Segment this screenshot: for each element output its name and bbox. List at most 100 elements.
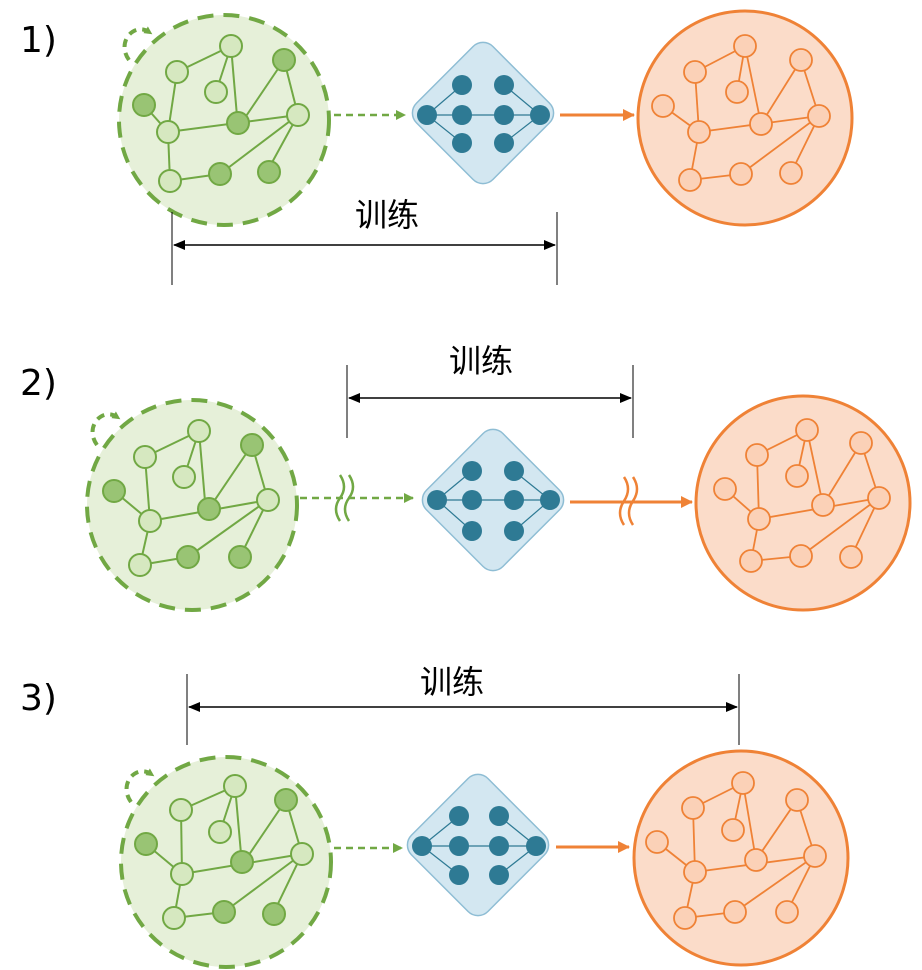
graph-node (133, 445, 157, 469)
graph-node (197, 497, 221, 521)
graph-node (290, 842, 314, 866)
model-node (462, 521, 482, 541)
model-node (462, 490, 482, 510)
graph-node (749, 112, 773, 136)
graph-node (723, 900, 747, 924)
source-graph (85, 398, 299, 612)
break-mark (618, 476, 639, 526)
graph-node (138, 509, 162, 533)
model-node (504, 461, 524, 481)
model-node (540, 490, 560, 510)
graph-node (187, 419, 211, 443)
graph-node (208, 820, 232, 844)
graph-node (678, 168, 702, 192)
row-2: 2) (20, 342, 912, 612)
graph-node (226, 111, 250, 135)
model-node (526, 836, 546, 856)
training-label: 训练 (449, 342, 513, 380)
model-diamond (406, 773, 550, 917)
model-node (489, 806, 509, 826)
graph-node (795, 418, 819, 442)
self-loop-arrow (90, 411, 121, 447)
graph-node (274, 788, 298, 812)
source-graph (117, 13, 331, 227)
graph-node (156, 120, 180, 144)
graph-node (223, 774, 247, 798)
graph-node (102, 479, 126, 503)
row-label: 2) (20, 363, 57, 404)
target-graph (694, 394, 912, 612)
model-node (489, 836, 509, 856)
target-graph (636, 9, 854, 227)
graph-node (134, 832, 158, 856)
target-graph (632, 749, 850, 967)
model-node (417, 105, 437, 125)
graph-node (731, 771, 755, 795)
graph-node (683, 60, 707, 84)
model-node (494, 133, 514, 153)
graph-node (779, 161, 803, 185)
break-mark (334, 474, 355, 522)
self-loop-arrow (122, 26, 153, 62)
graph-node (170, 862, 194, 886)
graph-node (867, 486, 891, 510)
graph-node (208, 162, 232, 186)
model-node (504, 490, 524, 510)
graph-node (228, 545, 252, 569)
graph-node (729, 162, 753, 186)
model-node (452, 133, 472, 153)
model-node (530, 105, 550, 125)
graph-node (256, 488, 280, 512)
graph-node (721, 818, 745, 842)
model-node (494, 75, 514, 95)
model-node (494, 105, 514, 125)
graph-node (739, 549, 763, 573)
graph-node (645, 830, 669, 854)
row-3: 3) (20, 663, 850, 969)
self-loop-arrow (124, 768, 155, 804)
graph-node (681, 796, 705, 820)
model-node (452, 75, 472, 95)
training-label: 训练 (420, 663, 484, 701)
graph-node (262, 902, 286, 926)
graph-node (803, 844, 827, 868)
graph-node (176, 545, 200, 569)
graph-node (725, 80, 749, 104)
graph-node (169, 798, 193, 822)
graph-node (785, 464, 809, 488)
graph-node (272, 48, 296, 72)
graph-node (733, 34, 757, 58)
model-node (489, 865, 509, 885)
model-diamond (411, 41, 555, 185)
graph-node (811, 493, 835, 517)
graph-node (172, 465, 196, 489)
source-graph (119, 755, 333, 969)
model-node (452, 105, 472, 125)
graph-node (807, 104, 831, 128)
graph-node (230, 850, 254, 874)
graph-node (789, 544, 813, 568)
graph-node (785, 788, 809, 812)
graph-node (744, 848, 768, 872)
training-label: 训练 (355, 196, 419, 234)
graph-node (204, 80, 228, 104)
training-span: 训练 (186, 663, 740, 745)
model-node (462, 461, 482, 481)
model-node (449, 865, 469, 885)
graph-node (839, 545, 863, 569)
model-node (449, 836, 469, 856)
row-label: 1) (20, 20, 57, 61)
model-diamond (421, 428, 565, 572)
training-span: 训练 (346, 342, 634, 438)
graph-node (165, 60, 189, 84)
graph-node (687, 120, 711, 144)
graph-node (257, 160, 281, 184)
graph-node (775, 900, 799, 924)
model-node (449, 806, 469, 826)
graph-node (747, 507, 771, 531)
graph-node (162, 906, 186, 930)
model-node (504, 521, 524, 541)
graph-node (128, 553, 152, 577)
graph-node (789, 48, 813, 72)
